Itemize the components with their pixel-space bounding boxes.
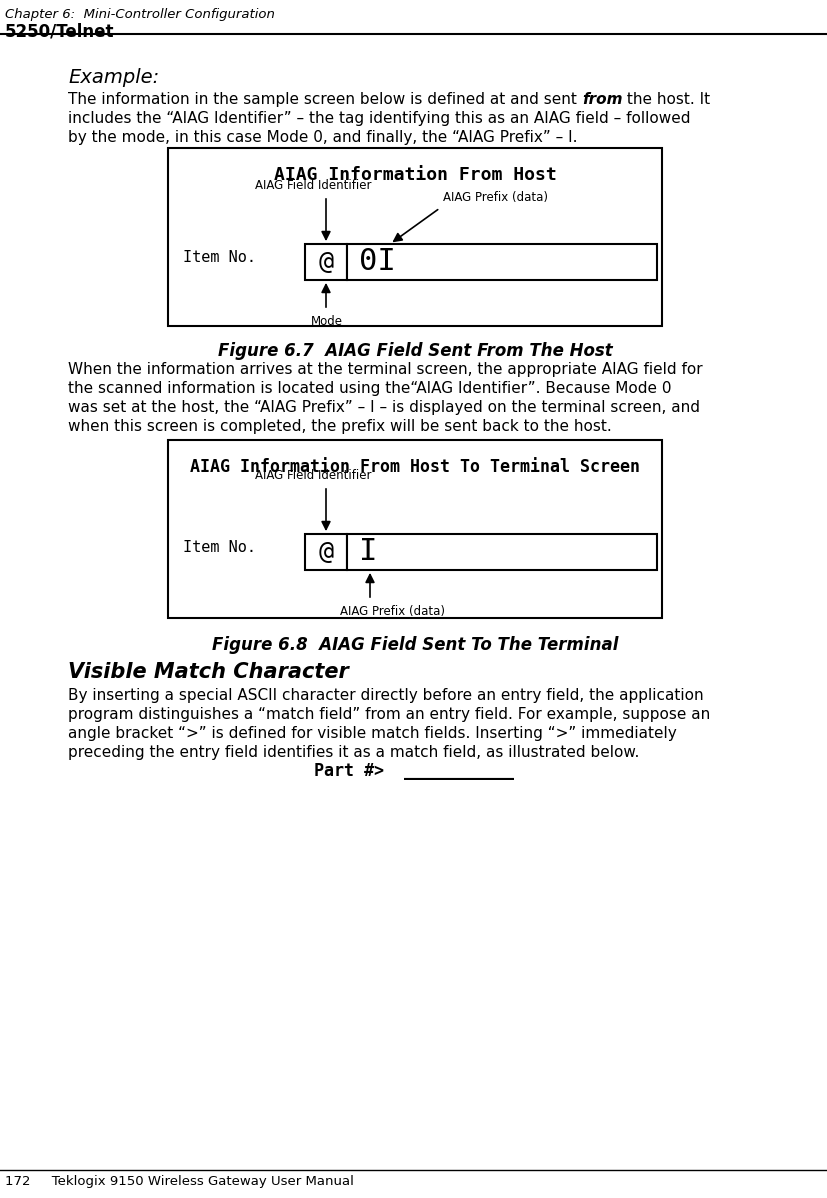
Text: 5250/Telnet: 5250/Telnet xyxy=(5,22,114,40)
Bar xyxy=(168,149,662,326)
Text: was set at the host, the “AIAG Prefix” – I – is displayed on the terminal screen: was set at the host, the “AIAG Prefix” –… xyxy=(68,400,699,415)
Text: AIAG Prefix (data): AIAG Prefix (data) xyxy=(340,605,444,618)
Text: preceding the entry field identifies it as a match field, as illustrated below.: preceding the entry field identifies it … xyxy=(68,745,638,760)
Text: Example:: Example: xyxy=(68,68,159,87)
Text: By inserting a special ASCII character directly before an entry field, the appli: By inserting a special ASCII character d… xyxy=(68,688,703,703)
Bar xyxy=(347,534,656,570)
Text: 0I: 0I xyxy=(359,248,395,277)
Text: includes the “AIAG Identifier” – the tag identifying this as an AIAG field – fol: includes the “AIAG Identifier” – the tag… xyxy=(68,111,690,126)
Text: Item No.: Item No. xyxy=(183,540,256,556)
Text: 172     Teklogix 9150 Wireless Gateway User Manual: 172 Teklogix 9150 Wireless Gateway User … xyxy=(5,1175,353,1188)
Text: AIAG Field Identifier: AIAG Field Identifier xyxy=(255,468,371,482)
Text: Figure 6.7  AIAG Field Sent From The Host: Figure 6.7 AIAG Field Sent From The Host xyxy=(218,341,612,361)
Bar xyxy=(304,534,347,570)
Text: Item No.: Item No. xyxy=(183,250,256,266)
Bar xyxy=(304,244,347,280)
Bar xyxy=(168,440,662,618)
Text: Chapter 6:  Mini-Controller Configuration: Chapter 6: Mini-Controller Configuration xyxy=(5,8,275,22)
Text: AIAG Information From Host To Terminal Screen: AIAG Information From Host To Terminal S… xyxy=(189,458,639,476)
Text: by the mode, in this case Mode 0, and finally, the “AIAG Prefix” – I.: by the mode, in this case Mode 0, and fi… xyxy=(68,131,576,145)
Text: Figure 6.8  AIAG Field Sent To The Terminal: Figure 6.8 AIAG Field Sent To The Termin… xyxy=(212,636,618,654)
Text: the scanned information is located using the“AIAG Identifier”. Because Mode 0: the scanned information is located using… xyxy=(68,381,671,397)
Text: @: @ xyxy=(318,540,333,564)
Text: Visible Match Character: Visible Match Character xyxy=(68,662,348,682)
Text: AIAG Prefix (data): AIAG Prefix (data) xyxy=(442,190,547,204)
Text: when this screen is completed, the prefix will be sent back to the host.: when this screen is completed, the prefi… xyxy=(68,419,611,434)
Text: The information in the sample screen below is defined at and sent: The information in the sample screen bel… xyxy=(68,92,581,107)
Text: angle bracket “>” is defined for visible match fields. Inserting “>” immediately: angle bracket “>” is defined for visible… xyxy=(68,726,676,742)
Text: Mode: Mode xyxy=(311,315,342,328)
Text: AIAG Information From Host: AIAG Information From Host xyxy=(273,167,556,184)
Text: from: from xyxy=(581,92,622,107)
Bar xyxy=(347,244,656,280)
Text: the host. It: the host. It xyxy=(622,92,710,107)
Text: AIAG Field Identifier: AIAG Field Identifier xyxy=(255,179,371,192)
Text: I: I xyxy=(359,538,377,567)
Text: @: @ xyxy=(318,250,333,274)
Text: Part #>  ___________: Part #> ___________ xyxy=(313,762,514,780)
Text: When the information arrives at the terminal screen, the appropriate AIAG field : When the information arrives at the term… xyxy=(68,362,702,377)
Text: program distinguishes a “match field” from an entry field. For example, suppose : program distinguishes a “match field” fr… xyxy=(68,707,710,722)
